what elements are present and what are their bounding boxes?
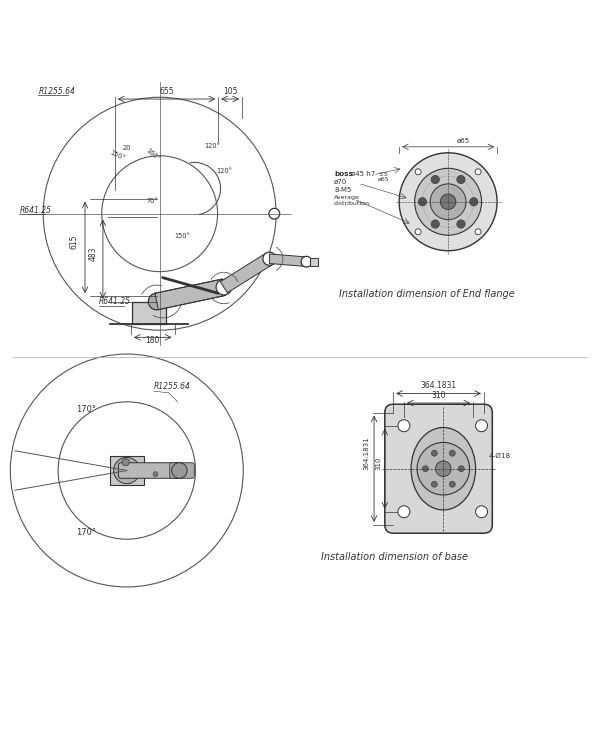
Circle shape (431, 481, 437, 488)
Text: 150°: 150° (109, 150, 126, 163)
FancyBboxPatch shape (118, 463, 183, 478)
Text: Installation dimension of base: Installation dimension of base (321, 552, 468, 562)
Polygon shape (155, 279, 226, 310)
Text: 120°: 120° (217, 168, 232, 174)
Text: 364.1831: 364.1831 (421, 381, 457, 390)
Text: 120°: 120° (205, 143, 220, 149)
Text: ø65: ø65 (378, 177, 390, 182)
Ellipse shape (411, 427, 476, 510)
Circle shape (263, 252, 276, 265)
Text: R1255.64: R1255.64 (38, 87, 75, 97)
Text: Average: Average (334, 195, 360, 200)
Circle shape (122, 458, 129, 466)
FancyBboxPatch shape (385, 404, 493, 533)
Circle shape (457, 220, 465, 228)
FancyBboxPatch shape (170, 463, 194, 478)
Text: 105: 105 (223, 87, 238, 97)
Circle shape (476, 506, 488, 518)
Circle shape (415, 169, 421, 175)
Circle shape (399, 153, 497, 251)
Text: 615: 615 (70, 235, 79, 250)
Text: R1255.64: R1255.64 (154, 381, 191, 391)
Circle shape (301, 256, 312, 267)
Text: 150°: 150° (175, 233, 191, 239)
Circle shape (415, 168, 482, 235)
Text: 3.5: 3.5 (378, 172, 388, 177)
Circle shape (431, 220, 439, 228)
Circle shape (418, 198, 427, 206)
Circle shape (113, 458, 140, 484)
Text: 8-M5: 8-M5 (334, 187, 352, 193)
Text: 170°: 170° (76, 528, 96, 537)
Text: 483: 483 (89, 247, 98, 261)
Text: 310: 310 (431, 391, 446, 400)
Circle shape (431, 176, 439, 184)
Bar (110, 455, 143, 485)
Circle shape (475, 169, 481, 175)
Text: 655: 655 (159, 87, 174, 97)
Text: 20: 20 (122, 145, 131, 151)
Circle shape (449, 450, 455, 456)
Circle shape (449, 481, 455, 488)
Text: 364.1831: 364.1831 (364, 436, 370, 470)
Text: 180: 180 (146, 336, 160, 346)
Bar (132, 302, 166, 324)
Circle shape (398, 506, 410, 518)
Circle shape (457, 176, 465, 184)
Circle shape (417, 442, 470, 495)
Circle shape (216, 280, 232, 295)
Text: ø45 h7: ø45 h7 (351, 171, 375, 177)
Circle shape (440, 194, 456, 209)
Circle shape (415, 229, 421, 235)
Circle shape (172, 463, 187, 478)
Circle shape (470, 198, 478, 206)
Text: distribution: distribution (334, 201, 370, 206)
Text: 4-Ø18: 4-Ø18 (489, 453, 511, 459)
Bar (310, 258, 319, 266)
Text: 160°: 160° (145, 147, 161, 163)
Circle shape (148, 293, 165, 310)
Circle shape (458, 466, 464, 471)
Circle shape (476, 419, 488, 432)
Circle shape (436, 461, 451, 477)
Circle shape (431, 450, 437, 456)
Polygon shape (220, 253, 273, 293)
Text: R641.25: R641.25 (99, 297, 131, 307)
Text: Installation dimension of End flange: Installation dimension of End flange (339, 289, 515, 299)
Text: boss: boss (334, 171, 353, 177)
Circle shape (269, 209, 280, 219)
Text: R641.25: R641.25 (19, 206, 52, 214)
Circle shape (475, 229, 481, 235)
Circle shape (153, 471, 158, 477)
Circle shape (398, 419, 410, 432)
Circle shape (422, 466, 428, 471)
Text: ø70: ø70 (334, 179, 347, 185)
Text: 70°: 70° (146, 198, 158, 204)
Circle shape (430, 184, 466, 220)
Text: 170°: 170° (76, 405, 96, 414)
Text: 310: 310 (376, 456, 382, 470)
Polygon shape (269, 254, 307, 266)
Text: ø65: ø65 (457, 138, 470, 143)
